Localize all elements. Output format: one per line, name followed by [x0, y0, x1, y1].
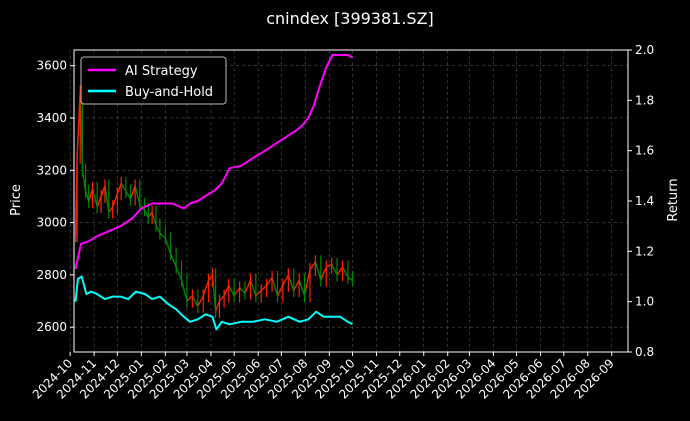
price-segment	[116, 183, 122, 195]
plot-frame	[73, 49, 629, 353]
price-segment	[309, 261, 316, 271]
price-segment	[233, 287, 241, 297]
price-segment	[139, 203, 145, 210]
y-right-tick-label: 1.8	[635, 93, 654, 107]
price-segment	[112, 193, 118, 208]
price-segment	[129, 185, 136, 200]
series-line-ai-strategy	[74, 54, 353, 270]
price-segment	[180, 279, 188, 302]
price-segment	[347, 276, 353, 281]
price-segment	[208, 274, 214, 281]
price-segment	[125, 190, 132, 200]
return-lines-layer	[74, 54, 353, 331]
price-segment	[155, 224, 161, 234]
price-segment	[100, 185, 106, 197]
y-left-tick-label: 2800	[36, 268, 67, 282]
price-segment	[260, 284, 268, 292]
price-segment	[108, 206, 114, 213]
price-segment	[293, 279, 300, 291]
price-segment	[223, 285, 230, 297]
price-segment	[303, 269, 311, 296]
left-axis-label: Price	[9, 184, 24, 216]
price-segment	[88, 188, 94, 202]
y-right-tick-label: 1.2	[635, 244, 654, 258]
y-left-tick-label: 2600	[36, 320, 67, 334]
price-segment	[341, 266, 349, 278]
legend-frame	[80, 56, 227, 105]
price-segment	[255, 290, 262, 297]
price-segment	[186, 295, 193, 302]
price-segment	[228, 285, 235, 297]
price-segment	[249, 279, 257, 297]
price-segment	[202, 279, 210, 297]
legend-label-buy-and-hold: Buy-and-Hold	[125, 85, 213, 100]
y-left-tick-label: 3000	[36, 216, 67, 230]
price-layer	[74, 85, 354, 319]
y-right-tick-label: 1.4	[635, 194, 654, 208]
price-segment	[266, 277, 273, 286]
y-right-tick-label: 1.0	[635, 295, 654, 309]
price-segment	[287, 274, 295, 291]
price-segment	[276, 285, 284, 297]
y-left-tick-label: 3600	[36, 59, 67, 73]
y-right-tick-label: 2.0	[635, 43, 654, 57]
legend-label-ai-strategy: AI Strategy	[125, 64, 198, 79]
price-segment	[170, 253, 177, 268]
price-segment	[331, 264, 338, 276]
price-segment	[120, 182, 127, 192]
legend: AI Strategy Buy-and-Hold	[80, 56, 227, 105]
price-segment	[96, 196, 102, 208]
price-segment	[239, 287, 246, 294]
price-segment	[134, 185, 141, 205]
price-segment	[314, 261, 322, 281]
price-segment	[104, 185, 110, 213]
series-line-buy-and-hold	[74, 275, 353, 331]
price-segment	[271, 277, 279, 296]
price-segment	[214, 300, 221, 312]
price-segment	[244, 279, 252, 294]
price-segment	[218, 295, 225, 302]
price-segment	[191, 295, 199, 307]
price-segment	[320, 266, 327, 281]
chart-title: cnindex [399381.SZ]	[266, 9, 434, 28]
y-right-tick-label: 1.6	[635, 144, 654, 158]
y-right-tick-label: 0.8	[635, 345, 654, 359]
price-segment	[159, 232, 166, 239]
price-segment	[336, 266, 344, 276]
price-segment	[164, 238, 172, 255]
price-segment	[325, 263, 332, 268]
price-segment	[151, 211, 157, 226]
price-segment	[91, 188, 98, 208]
y-left-tick-label: 3200	[36, 163, 67, 177]
price-segment	[298, 279, 306, 297]
price-segment	[175, 266, 183, 281]
y-left-tick-label: 3400	[36, 111, 67, 125]
right-axis-label: Return	[666, 178, 681, 221]
price-segment	[143, 209, 149, 218]
price-segment	[147, 211, 153, 218]
price-segment	[197, 295, 204, 307]
price-segment	[282, 274, 289, 286]
